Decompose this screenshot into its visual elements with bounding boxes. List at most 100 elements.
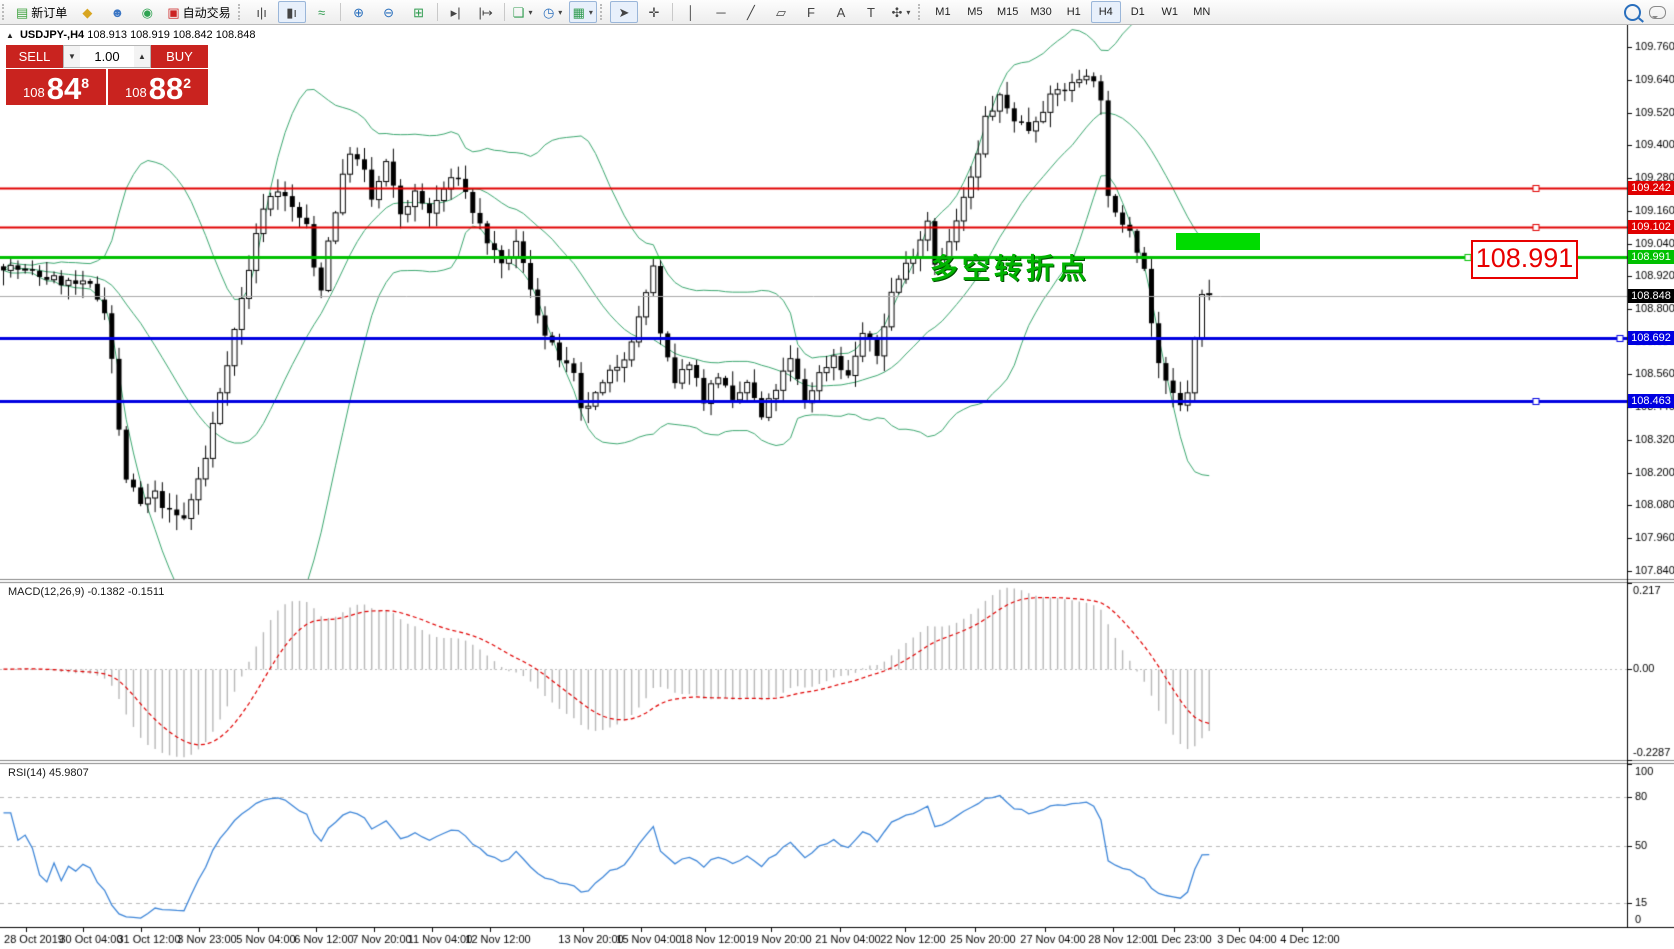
fibonacci-icon: F xyxy=(806,4,815,20)
sell-price-display[interactable]: 108 84 8 xyxy=(6,69,106,105)
one-click-trading-panel: SELL ▼ 1.00 ▲ BUY 108 84 8 108 88 2 xyxy=(6,45,208,105)
toolbar-grip[interactable] xyxy=(917,4,925,20)
new-order-label: 新订单 xyxy=(31,5,68,20)
profile-icon: ☻ xyxy=(110,4,125,20)
candlestick-chart-button[interactable]: ▮ı xyxy=(277,1,306,23)
horizontal-line-icon: ─ xyxy=(716,4,726,20)
price-badge-support-2: 108.463 xyxy=(1628,393,1674,408)
dropdown-caret-icon: ▾ xyxy=(528,7,533,17)
volume-up-button[interactable]: ▲ xyxy=(134,46,150,67)
price-badge-pivot: 108.991 xyxy=(1628,249,1674,264)
timeframe-m30[interactable]: M30 xyxy=(1030,6,1052,18)
channel-button[interactable]: ▱ xyxy=(767,1,795,23)
signal-icon: ◉ xyxy=(141,4,153,20)
symbol-label: USDJPY-,H4 xyxy=(19,29,85,41)
toolbar-grip[interactable] xyxy=(2,4,9,20)
timeframe-w1[interactable]: W1 xyxy=(1161,6,1179,18)
chart-text-annotation[interactable]: 多空转折点 xyxy=(930,253,1091,284)
crosshair-icon: ✛ xyxy=(648,4,660,20)
autotrade-label: 自动交易 xyxy=(182,5,231,20)
vertical-line-button[interactable]: │ xyxy=(677,1,705,23)
sell-button[interactable]: SELL xyxy=(6,45,63,68)
line-chart-icon: ≈ xyxy=(318,4,326,20)
timeframe-d1[interactable]: D1 xyxy=(1130,6,1145,18)
template-icon: ▦ xyxy=(572,4,585,20)
horizontal-line-button[interactable]: ─ xyxy=(707,1,735,23)
chart-shift-button[interactable]: |↦ xyxy=(472,1,500,23)
main-toolbar: ▤ 新订单 ◆ ☻ ◉ ▣ 自动交易 ı|ı ▮ı ≈ ⊕ ⊖ ⊞ ▸| |↦ … xyxy=(0,0,1674,25)
auto-scroll-icon: ▸| xyxy=(450,4,461,20)
separator xyxy=(436,3,438,21)
bar-chart-button[interactable]: ı|ı xyxy=(248,1,276,23)
tile-windows-icon: ⊞ xyxy=(413,4,425,20)
price-badge-resistance-2: 109.102 xyxy=(1628,219,1674,234)
text-icon: A xyxy=(836,4,846,20)
cursor-icon: ➤ xyxy=(618,4,630,20)
periods-button[interactable]: ◷ ▾ xyxy=(539,1,567,23)
separator xyxy=(503,3,505,21)
sell-price-prefix: 108 xyxy=(23,85,45,100)
collapse-triangle-icon[interactable]: ▲ xyxy=(6,31,14,40)
trendline-button[interactable]: ╱ xyxy=(737,1,765,23)
autotrade-icon: ▣ xyxy=(167,4,180,20)
text-button[interactable]: A xyxy=(827,1,855,23)
buy-button[interactable]: BUY xyxy=(151,45,208,68)
zoom-in-icon: ⊕ xyxy=(353,4,365,20)
signals-button[interactable]: ◉ xyxy=(133,1,161,23)
ohlc-values: 108.913 108.919 108.842 108.848 xyxy=(87,29,256,41)
chart-ohlc-header: ▲ USDJPY-,H4 108.913 108.919 108.842 108… xyxy=(6,29,255,41)
chart-shift-icon: |↦ xyxy=(478,4,493,20)
dropdown-caret-icon: ▾ xyxy=(588,7,593,17)
fibonacci-button[interactable]: F xyxy=(797,1,825,23)
new-chart-icon: ❏ xyxy=(512,4,525,20)
cursor-button[interactable]: ➤ xyxy=(609,1,638,23)
styler-icon: ◆ xyxy=(82,4,93,20)
toolbar-grip[interactable] xyxy=(237,4,245,20)
timeframe-m1[interactable]: M1 xyxy=(935,6,951,18)
dropdown-caret-icon: ▾ xyxy=(558,7,563,17)
new-order-button[interactable]: ▤ 新订单 xyxy=(12,1,71,23)
text-label-button[interactable]: T xyxy=(857,1,885,23)
toolbar-grip[interactable] xyxy=(599,4,607,20)
new-chart-button[interactable]: ❏ ▾ xyxy=(509,1,537,23)
timeframe-mn[interactable]: MN xyxy=(1193,6,1211,18)
price-callout-label[interactable]: 108.991 xyxy=(1471,240,1578,279)
channel-icon: ▱ xyxy=(775,4,786,20)
tile-windows-button[interactable]: ⊞ xyxy=(405,1,433,23)
search-icon[interactable] xyxy=(1624,3,1641,21)
text-label-icon: T xyxy=(866,4,875,20)
dropdown-caret-icon: ▾ xyxy=(906,7,911,17)
timeframe-m15[interactable]: M15 xyxy=(996,6,1019,18)
styler-button[interactable]: ◆ xyxy=(73,1,101,23)
buy-price-big: 88 xyxy=(148,71,184,106)
community-button[interactable]: ☻ xyxy=(103,1,131,23)
arrows-button[interactable]: ✣ ▾ xyxy=(887,1,915,23)
crosshair-button[interactable]: ✛ xyxy=(640,1,668,23)
bar-chart-icon: ı|ı xyxy=(256,4,267,20)
volume-control: ▼ 1.00 ▲ xyxy=(63,45,151,68)
price-badge-resistance-1: 109.242 xyxy=(1628,181,1674,196)
sell-price-big: 84 xyxy=(46,71,82,106)
timeframe-m5[interactable]: M5 xyxy=(967,6,983,18)
macd-indicator-label: MACD(12,26,9) -0.1382 -0.1511 xyxy=(8,586,165,598)
zoom-out-button[interactable]: ⊖ xyxy=(375,1,403,23)
green-rectangle-object[interactable] xyxy=(1176,233,1260,250)
zoom-out-icon: ⊖ xyxy=(383,4,395,20)
buy-price-display[interactable]: 108 88 2 xyxy=(108,69,208,105)
timeframe-h1[interactable]: H1 xyxy=(1066,6,1081,18)
vertical-line-icon: │ xyxy=(686,4,695,20)
zoom-in-button[interactable]: ⊕ xyxy=(345,1,373,23)
price-badge-current: 108.848 xyxy=(1628,288,1674,303)
autotrade-button[interactable]: ▣ 自动交易 xyxy=(163,1,234,23)
templates-button[interactable]: ▦ ▾ xyxy=(568,1,597,23)
line-chart-button[interactable]: ≈ xyxy=(308,1,336,23)
auto-scroll-button[interactable]: ▸| xyxy=(442,1,470,23)
volume-down-button[interactable]: ▼ xyxy=(64,46,80,67)
volume-value[interactable]: 1.00 xyxy=(94,49,120,64)
timeframe-h4[interactable]: H4 xyxy=(1090,1,1121,23)
chat-icon[interactable] xyxy=(1649,5,1666,19)
clock-icon: ◷ xyxy=(542,4,555,20)
sell-price-sup: 8 xyxy=(81,75,89,91)
